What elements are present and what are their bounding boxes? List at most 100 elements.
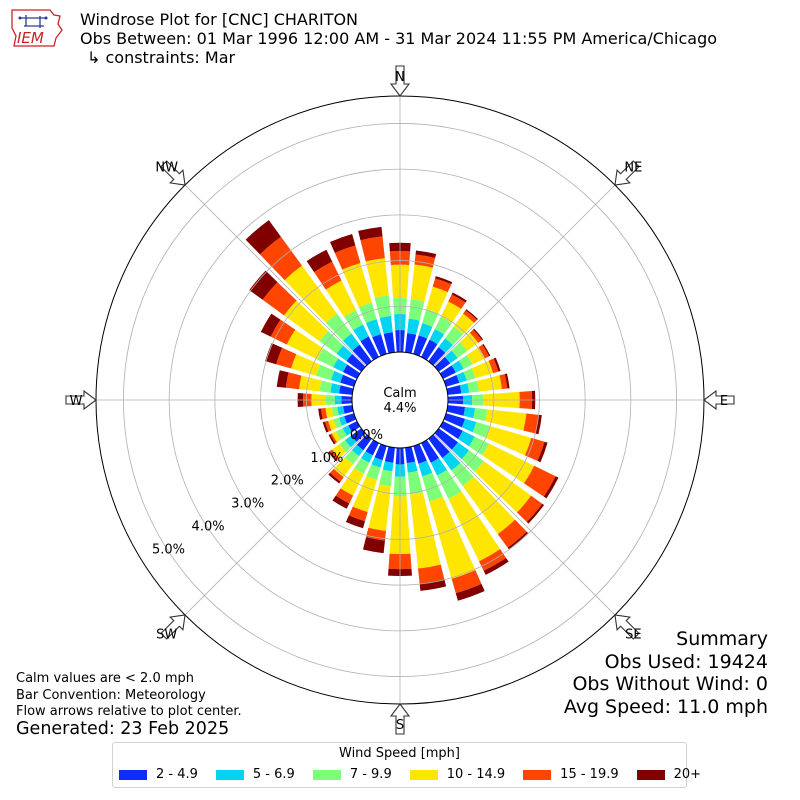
legend-title: Wind Speed [mph]: [339, 746, 460, 761]
bar-dir-200-bin-1: [371, 457, 383, 468]
legend-label: 5 - 6.9: [252, 767, 295, 782]
bar-dir-320-bin-0: [352, 344, 372, 366]
bar-dir-130-bin-5: [526, 503, 545, 524]
bar-dir-310-bin-3: [284, 300, 329, 342]
direction-label-se: SE: [625, 627, 641, 642]
bar-dir-310-bin-2: [319, 330, 344, 354]
bar-dir-130-bin-2: [461, 450, 484, 472]
summary-obs-used: Obs Used: 19424: [604, 650, 768, 673]
direction-label-w: W: [70, 394, 83, 409]
bar-dir-80-bin-2: [467, 380, 480, 393]
bar-dir-160-bin-5: [455, 583, 485, 601]
legend-swatch: [312, 769, 341, 780]
legend-swatch: [636, 769, 665, 780]
axis-labels: N NE E SE S SW W NW 0.0% 1.0% 2.0% 3.0% 4.0% 5.0% Calm…: [70, 70, 729, 733]
bar-dir-70-bin-4: [488, 358, 499, 374]
bar-dir-150-bin-0: [421, 439, 440, 463]
bar-dir-200-bin-2: [366, 464, 381, 480]
legend-items: 2 - 4.9 5 - 6.9 7 - 9.9 10 - 14.9 15 - 19.9 2…: [119, 767, 719, 782]
bar-dir-200-bin-3: [352, 476, 377, 512]
bar-dir-220-bin-2: [344, 450, 360, 465]
iem-logo: IEM: [11, 9, 63, 47]
bar-dir-40-bin-4: [463, 310, 478, 323]
bar-dir-210-bin-0: [365, 439, 379, 456]
bar-dir-160-bin-1: [418, 460, 433, 477]
bar-dir-280-bin-1: [330, 383, 341, 394]
bar-dir-330-bin-3: [325, 280, 356, 317]
bar-dir-50-bin-2: [451, 342, 468, 358]
bar-dir-210-bin-3: [340, 468, 364, 496]
radial-tick-label-0: 0.0%: [350, 428, 383, 443]
radial-tick-label-3: 3.0%: [231, 497, 264, 512]
bar-dir-100-bin-2: [473, 408, 488, 422]
arrow-s: [389, 703, 411, 735]
bar-dir-110-bin-1: [461, 418, 477, 433]
bar-dir-10-bin-1: [407, 318, 420, 335]
bar-dir-30-bin-2: [434, 316, 452, 335]
bar-dir-280-bin-0: [339, 385, 354, 395]
bar-dir-240-bin-5: [328, 434, 336, 445]
bar-dir-330-bin-0: [360, 336, 379, 361]
bar-dir-120-bin-1: [458, 430, 475, 447]
bar-dir-70-bin-2: [463, 368, 476, 381]
bar-dir-70-bin-1: [456, 371, 467, 383]
bar-dir-20-bin-3: [426, 286, 448, 314]
bar-dir-190-bin-5: [362, 537, 385, 554]
bar-dir-140-bin-3: [462, 476, 516, 535]
bar-dir-170-bin-0: [405, 446, 416, 464]
bar-dir-50-bin-0: [434, 356, 451, 372]
bar-dir-140-bin-5: [507, 531, 529, 550]
bar-dir-310-bin-0: [346, 354, 366, 372]
bar-dir-260-bin-2: [331, 406, 339, 417]
bar-dir-200-bin-4: [348, 506, 368, 522]
bar-dir-290-bin-1: [331, 370, 344, 383]
bar-dir-50-bin-3: [459, 332, 479, 351]
bar-dir-160-bin-0: [413, 443, 427, 464]
bar-dir-170-bin-3: [410, 492, 441, 569]
bar-dir-150-bin-2: [437, 469, 462, 499]
calm-value: 4.4%: [383, 401, 416, 416]
bar-dir-40-bin-3: [453, 313, 475, 335]
bar-dir-70-bin-3: [471, 360, 494, 379]
bar-dir-190-bin-1: [382, 461, 394, 472]
bar-dir-80-bin-4: [499, 374, 508, 390]
radial-tick-label-1: 1.0%: [310, 451, 343, 466]
bar-dir-340-bin-5: [329, 233, 356, 253]
bar-dir-220-bin-4: [329, 468, 344, 482]
bar-dir-20-bin-4: [432, 278, 452, 293]
bar-dir-10-bin-4: [414, 254, 436, 268]
bar-dir-130-bin-4: [516, 495, 543, 523]
bar-dir-40-bin-1: [438, 338, 453, 353]
title-line-1: Windrose Plot for [CNC] CHARITON: [80, 10, 359, 29]
windrose-bars: [245, 220, 559, 601]
arrow-ne: [614, 160, 640, 186]
bar-dir-70-bin-5: [493, 357, 501, 372]
direction-arrows: [65, 65, 735, 735]
bar-dir-80-bin-5: [504, 373, 510, 389]
bar-dir-320-bin-5: [245, 220, 281, 255]
bar-dir-190-bin-4: [366, 527, 387, 541]
bar-dir-340-bin-0: [372, 334, 387, 357]
bar-dir-290-bin-5: [265, 343, 283, 365]
bar-dir-200-bin-5: [345, 515, 366, 529]
bar-dir-160-bin-2: [422, 472, 443, 502]
bar-dir-80-bin-0: [446, 385, 462, 395]
bar-dir-240-bin-0: [348, 421, 361, 433]
bar-dir-230-bin-5: [328, 451, 338, 462]
bar-dir-120-bin-0: [439, 421, 463, 440]
bar-dir-20-bin-0: [413, 335, 428, 357]
bar-dir-120-bin-4: [524, 465, 556, 497]
bar-dir-140-bin-2: [451, 462, 474, 487]
bar-dir-140-bin-4: [497, 519, 527, 548]
summary-box: Summary Obs Used: 19424 Obs Without Wind…: [564, 628, 768, 718]
plot-title: Windrose Plot for [CNC] CHARITON Obs Bet…: [80, 10, 717, 67]
legend-swatch: [409, 769, 438, 780]
bar-dir-10-bin-3: [410, 264, 433, 302]
grid-spoke-225: [184, 433, 367, 616]
grid-spoke-135: [433, 433, 616, 616]
legend-label: 7 - 9.9: [349, 767, 392, 782]
bar-dir-300-bin-2: [317, 348, 339, 368]
bar-dir-170-bin-5: [419, 579, 447, 591]
bar-dir-20-bin-2: [422, 309, 439, 327]
bar-dir-150-bin-1: [430, 458, 447, 476]
